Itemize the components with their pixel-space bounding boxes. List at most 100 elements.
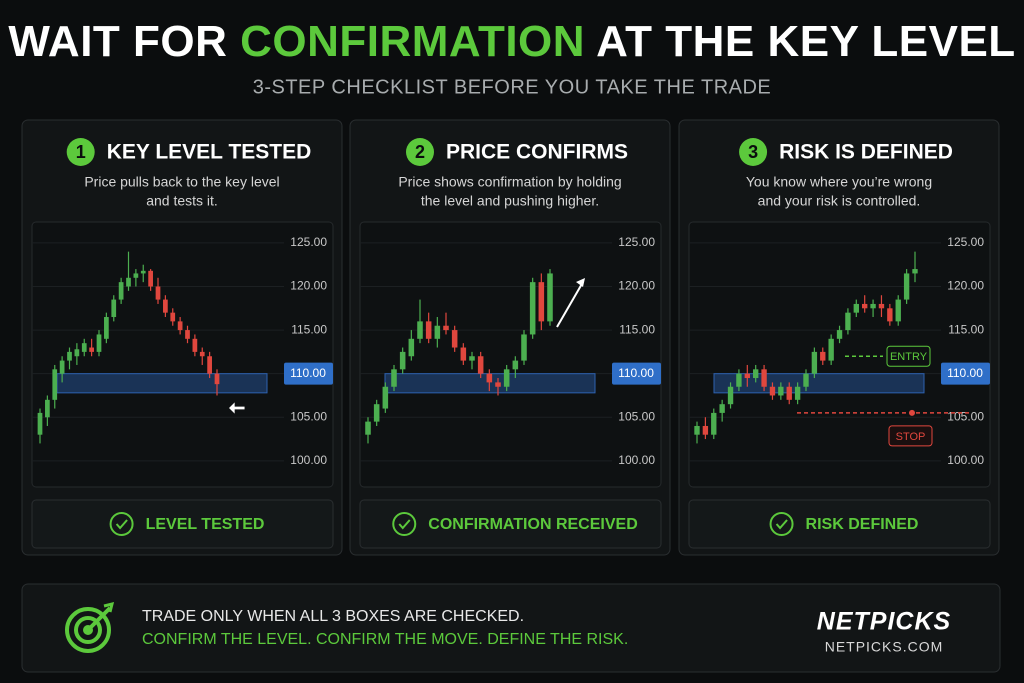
candle-body bbox=[836, 330, 843, 339]
candle-body bbox=[702, 425, 709, 435]
candle-body bbox=[820, 351, 826, 361]
y-tick-label: 125.00 bbox=[290, 235, 327, 249]
y-tick-label: 100.00 bbox=[947, 453, 984, 467]
key-level-label: 110.00 bbox=[290, 366, 326, 380]
candle-body bbox=[538, 282, 545, 322]
y-tick-label: 120.00 bbox=[290, 279, 327, 293]
candle-body bbox=[89, 347, 94, 352]
chart-box bbox=[359, 221, 662, 488]
cursor-arrow bbox=[229, 402, 245, 414]
candle-body bbox=[382, 386, 389, 409]
candle-body bbox=[408, 338, 415, 357]
subtitle: 3-STEP CHECKLIST BEFORE YOU TAKE THE TRA… bbox=[253, 76, 772, 98]
candle-body bbox=[391, 369, 397, 387]
key-level-zone bbox=[56, 373, 268, 394]
up-arrow bbox=[556, 281, 584, 328]
y-tick-label: 125.00 bbox=[618, 235, 655, 249]
candle-body bbox=[512, 360, 519, 370]
stop-label: STOP bbox=[896, 431, 926, 443]
title-highlight: CONFIRMATION bbox=[240, 17, 585, 66]
candle-body bbox=[469, 356, 475, 361]
candle-body bbox=[163, 299, 168, 313]
entry-label: ENTRY bbox=[890, 351, 928, 363]
candle-body bbox=[214, 373, 220, 385]
candle-body bbox=[736, 373, 742, 387]
step-heading: 3 RISK IS DEFINED bbox=[739, 138, 953, 166]
check-row: LEVEL TESTED bbox=[109, 512, 265, 536]
candle-body bbox=[769, 386, 776, 396]
candle-body bbox=[803, 373, 809, 387]
candle-body bbox=[811, 351, 818, 374]
title: WAIT FOR CONFIRMATION AT THE KEY LEVEL bbox=[8, 17, 1015, 66]
step-badge bbox=[739, 138, 768, 166]
candle-body bbox=[37, 412, 43, 435]
candle-body bbox=[870, 303, 876, 309]
check-box bbox=[31, 499, 334, 549]
candle-body bbox=[192, 338, 198, 352]
candle-body bbox=[778, 386, 784, 396]
candle-body bbox=[52, 369, 58, 400]
candle-body bbox=[460, 347, 467, 361]
candle-body bbox=[503, 369, 510, 387]
candle-body bbox=[521, 334, 527, 361]
candle-body bbox=[177, 321, 183, 331]
y-tick-label: 120.00 bbox=[618, 279, 655, 293]
candle-body bbox=[828, 338, 834, 361]
brand-url: NETPICKS.COM bbox=[825, 639, 944, 655]
candle-body bbox=[365, 421, 371, 435]
candle-body bbox=[148, 270, 153, 287]
step-description: the level and pushing higher. bbox=[421, 193, 599, 209]
candle-body bbox=[81, 343, 87, 352]
step-description: Price pulls back to the key level bbox=[84, 174, 279, 190]
y-tick-label: 100.00 bbox=[618, 453, 655, 467]
y-tick-label: 100.00 bbox=[290, 453, 327, 467]
candle-body bbox=[118, 282, 124, 300]
check-row: CONFIRMATION RECEIVED bbox=[392, 512, 638, 536]
check-box bbox=[688, 499, 991, 549]
candle-body bbox=[786, 386, 792, 400]
step-description: and tests it. bbox=[146, 193, 218, 209]
candle-body bbox=[761, 369, 767, 387]
check-icon bbox=[392, 512, 417, 536]
candle-body bbox=[895, 299, 901, 322]
check-mark bbox=[115, 519, 128, 530]
check-mark bbox=[398, 519, 411, 530]
y-tick-label: 105.00 bbox=[947, 409, 984, 423]
check-label: LEVEL TESTED bbox=[146, 516, 265, 533]
candle-body bbox=[451, 330, 458, 348]
step-title: KEY LEVEL TESTED bbox=[107, 141, 312, 164]
candle-body bbox=[477, 356, 484, 374]
candle-body bbox=[495, 382, 501, 387]
footer-box bbox=[21, 583, 1001, 673]
step-badge bbox=[405, 138, 434, 166]
candle-body bbox=[878, 303, 885, 309]
candle-body bbox=[111, 299, 117, 318]
stop-tag bbox=[888, 425, 933, 447]
footer-line: CONFIRM THE LEVEL. CONFIRM THE MOVE. DEF… bbox=[142, 631, 628, 648]
candle-body bbox=[133, 273, 139, 278]
candle-body bbox=[862, 303, 868, 309]
candle-body bbox=[529, 282, 536, 335]
step-heading: 1 KEY LEVEL TESTED bbox=[66, 138, 312, 166]
key-level-label: 110.00 bbox=[947, 366, 983, 380]
step-description: Price shows confirmation by holding bbox=[398, 174, 621, 190]
candle-body bbox=[74, 349, 80, 357]
brand: NETPICKS bbox=[817, 608, 951, 636]
candle-body bbox=[753, 369, 759, 379]
candle-body bbox=[853, 303, 859, 313]
key-level-tag bbox=[284, 362, 333, 385]
candle-body bbox=[67, 351, 72, 361]
key-level-tag bbox=[612, 362, 661, 385]
candle-body bbox=[744, 373, 750, 379]
candle-body bbox=[443, 325, 449, 331]
step-description: You know where you’re wrong bbox=[746, 174, 932, 190]
candle-body bbox=[425, 321, 432, 339]
y-tick-label: 120.00 bbox=[947, 279, 984, 293]
footer-line: TRADE ONLY WHEN ALL 3 BOXES ARE CHECKED. bbox=[142, 608, 524, 625]
step-badge bbox=[66, 138, 95, 166]
candle-body bbox=[719, 404, 725, 413]
y-tick-label: 115.00 bbox=[619, 322, 655, 336]
check-box bbox=[359, 499, 662, 549]
candle-body bbox=[727, 386, 734, 405]
